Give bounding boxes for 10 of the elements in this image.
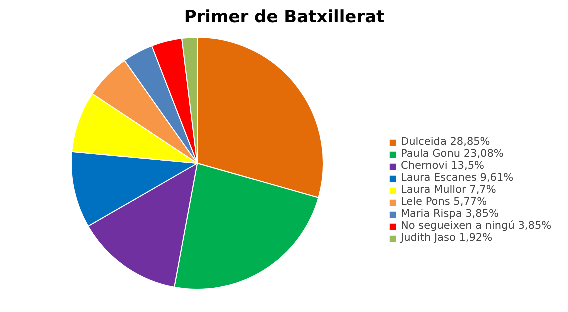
chart-title: Primer de Batxillerat [184, 8, 385, 28]
legend-label: Judith Jaso 1,92% [401, 232, 493, 244]
legend-label: Laura Escanes 9,61% [401, 172, 514, 184]
legend-label: Maria Rispa 3,85% [401, 208, 499, 220]
legend-label: No segueixen a ningú 3,85% [401, 220, 552, 232]
legend-label: Chernovi 13,5% [401, 160, 484, 172]
legend-label: Lele Pons 5,77% [401, 196, 488, 208]
legend-label: Paula Gonu 23,08% [401, 148, 504, 160]
legend-label: Laura Mullor 7,7% [401, 184, 496, 196]
legend-label: Dulceida 28,85% [401, 136, 490, 148]
